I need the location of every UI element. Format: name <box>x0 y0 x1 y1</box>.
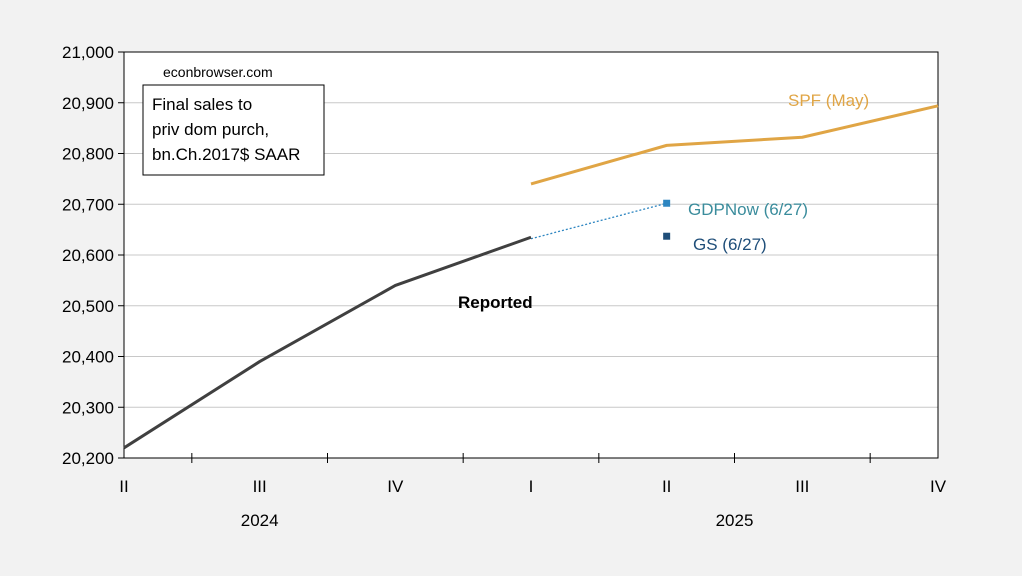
x-tick-label: IV <box>387 477 404 496</box>
label-gs: GS (6/27) <box>693 235 767 254</box>
x-tick-label: III <box>795 477 809 496</box>
series-marker-gs-6-27 <box>663 232 671 240</box>
annotation-line-1: Final sales to <box>152 95 252 114</box>
year-label: 2025 <box>716 511 754 530</box>
y-tick-label: 21,000 <box>62 43 114 62</box>
gdpnow-connector-line <box>530 202 667 240</box>
x-tick-label: II <box>119 477 128 496</box>
label-spf: SPF (May) <box>788 91 869 110</box>
y-tick-label: 20,700 <box>62 195 114 214</box>
series-line-reported <box>123 235 532 450</box>
y-tick-label: 20,500 <box>62 297 114 316</box>
y-axis-ticks: 20,200 20,300 20,400 20,500 20,600 20,700 20,8… <box>62 43 124 468</box>
x-tick-label: IV <box>930 477 947 496</box>
source-note: econbrowser.com <box>163 64 273 80</box>
annotation-line-2: priv dom purch, <box>152 120 269 139</box>
y-tick-label: 20,300 <box>62 398 114 417</box>
y-tick-label: 20,600 <box>62 246 114 265</box>
x-tick-label: III <box>253 477 267 496</box>
grid-lines <box>124 102 938 408</box>
y-tick-label: 20,200 <box>62 449 114 468</box>
y-tick-label: 20,800 <box>62 145 114 164</box>
series-marker-gdpnow-6-27 <box>663 199 671 207</box>
y-tick-label: 20,900 <box>62 94 114 113</box>
label-reported: Reported <box>458 293 533 312</box>
x-tick-label: II <box>662 477 671 496</box>
year-label: 2024 <box>241 511 279 530</box>
annotation-line-3: bn.Ch.2017$ SAAR <box>152 145 300 164</box>
annotation-box <box>142 84 325 176</box>
series <box>123 104 939 450</box>
series-line-spf-may <box>530 104 939 186</box>
x-tick-label: I <box>529 477 534 496</box>
y-tick-label: 20,400 <box>62 348 114 367</box>
label-gdpnow: GDPNow (6/27) <box>688 200 808 219</box>
